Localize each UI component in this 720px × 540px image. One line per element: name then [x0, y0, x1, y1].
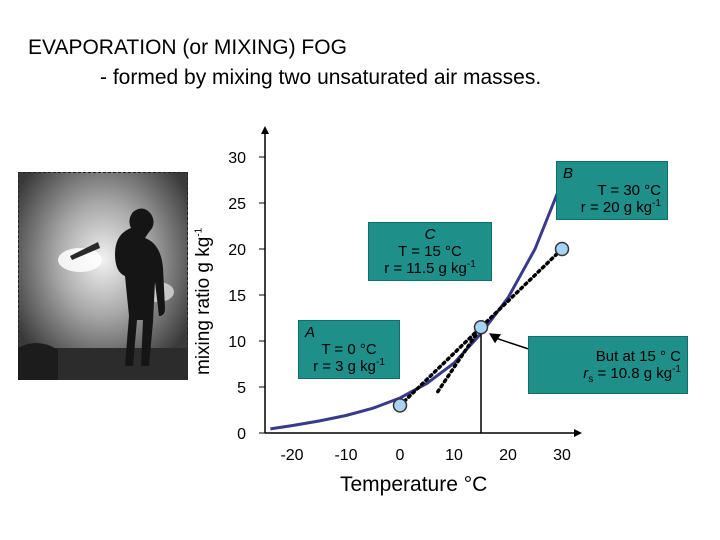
annotation-a-name: A	[305, 324, 316, 341]
saturation-curve-line	[270, 181, 564, 431]
annotation-a: A T = 0 °C r = 3 g kg-1	[298, 320, 400, 379]
page-subtitle: - formed by mixing two unsaturated air m…	[100, 66, 542, 89]
y-tick-label: 15	[228, 288, 246, 305]
x-tick-label: -10	[334, 447, 357, 464]
y-tick-label: 25	[228, 196, 246, 213]
annotation-a-ratio: r = 3 g kg-1	[313, 357, 385, 376]
annotation-b-temp: T = 30 °C	[597, 182, 661, 199]
annotation-b: B T = 30 °C r = 20 g kg-1	[556, 161, 668, 220]
fog-hiker-photo	[18, 172, 188, 380]
y-tick-label: 20	[228, 242, 246, 259]
point-c	[473, 319, 489, 335]
x-tick-label: 0	[396, 447, 405, 464]
x-tick-label: 10	[445, 447, 463, 464]
annotation-b-name: B	[563, 165, 574, 182]
annotation-a-temp: T = 0 °C	[321, 341, 377, 358]
y-tick-label: 10	[228, 334, 246, 351]
x-tick-label: 20	[499, 447, 517, 464]
point-b	[554, 241, 570, 257]
y-tick-label: 5	[237, 380, 246, 397]
saturation-pointer-arrow	[489, 333, 501, 344]
annotation-saturation-line2: rs = 10.8 g kg-1	[583, 364, 681, 385]
x-tick-label: 30	[553, 447, 571, 464]
y-tick-label: 30	[228, 150, 246, 167]
y-tick-label: 0	[237, 426, 246, 443]
x-tick-label: -20	[280, 447, 303, 464]
annotation-c-temp: T = 15 °C	[398, 243, 462, 260]
y-axis-arrow	[261, 126, 269, 134]
annotation-c-ratio: r = 11.5 g kg-1	[384, 259, 476, 278]
annotation-b-ratio: r = 20 g kg-1	[580, 198, 661, 217]
tangent-line	[436, 325, 483, 394]
x-axis-arrow	[574, 429, 582, 437]
point-a	[392, 398, 408, 413]
annotation-saturation: But at 15 ° C rs = 10.8 g kg-1	[528, 336, 688, 394]
x-axis-label: Temperature °C	[340, 473, 488, 496]
page-title: EVAPORATION (or MIXING) FOG	[28, 36, 347, 59]
annotation-saturation-line1: But at 15 ° C	[595, 348, 681, 365]
annotation-c-name: C	[424, 226, 436, 243]
annotation-c: C T = 15 °C r = 11.5 g kg-1	[368, 222, 492, 281]
